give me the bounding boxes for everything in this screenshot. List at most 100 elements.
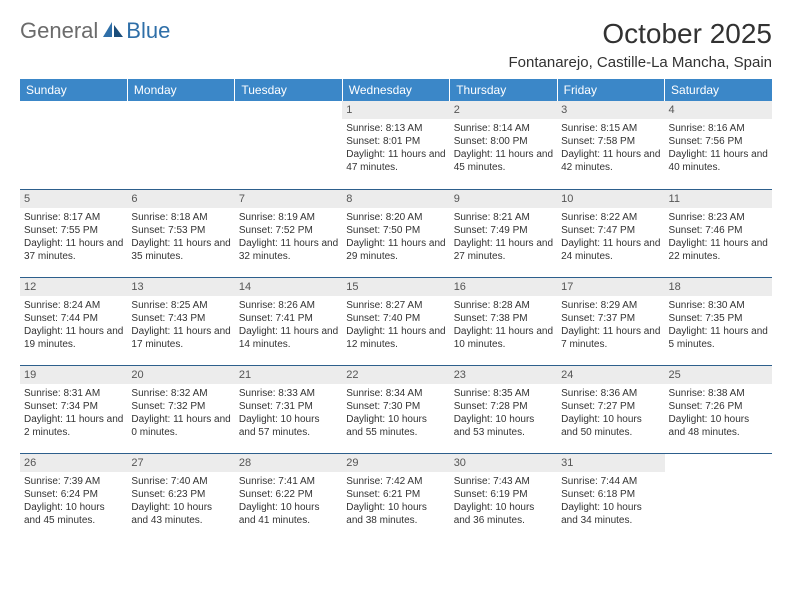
week-row: 26Sunrise: 7:39 AMSunset: 6:24 PMDayligh… [20, 453, 772, 541]
sunrise-text: Sunrise: 8:29 AM [561, 299, 660, 312]
sunrise-text: Sunrise: 8:15 AM [561, 122, 660, 135]
col-header: Saturday [665, 79, 772, 101]
daylight-text: Daylight: 10 hours and 55 minutes. [346, 413, 445, 439]
sunset-text: Sunset: 8:01 PM [346, 135, 445, 148]
daylight-text: Daylight: 11 hours and 22 minutes. [669, 237, 768, 263]
day-cell [665, 453, 772, 541]
day-cell: 19Sunrise: 8:31 AMSunset: 7:34 PMDayligh… [20, 365, 127, 453]
sunrise-text: Sunrise: 7:44 AM [561, 475, 660, 488]
day-cell: 6Sunrise: 8:18 AMSunset: 7:53 PMDaylight… [127, 189, 234, 277]
week-row: 1Sunrise: 8:13 AMSunset: 8:01 PMDaylight… [20, 101, 772, 189]
day-number: 19 [20, 366, 127, 384]
daylight-text: Daylight: 10 hours and 36 minutes. [454, 501, 553, 527]
location-subtitle: Fontanarejo, Castille-La Mancha, Spain [509, 54, 772, 71]
daylight-text: Daylight: 11 hours and 0 minutes. [131, 413, 230, 439]
daylight-text: Daylight: 10 hours and 53 minutes. [454, 413, 553, 439]
sunset-text: Sunset: 7:32 PM [131, 400, 230, 413]
day-number: 13 [127, 278, 234, 296]
daylight-text: Daylight: 10 hours and 38 minutes. [346, 501, 445, 527]
sunset-text: Sunset: 6:19 PM [454, 488, 553, 501]
sunset-text: Sunset: 7:40 PM [346, 312, 445, 325]
day-number: 15 [342, 278, 449, 296]
daylight-text: Daylight: 11 hours and 10 minutes. [454, 325, 553, 351]
day-cell [235, 101, 342, 189]
sunset-text: Sunset: 7:38 PM [454, 312, 553, 325]
day-number: 21 [235, 366, 342, 384]
day-number: 11 [665, 190, 772, 208]
sunset-text: Sunset: 7:30 PM [346, 400, 445, 413]
sunrise-text: Sunrise: 8:32 AM [131, 387, 230, 400]
day-cell: 13Sunrise: 8:25 AMSunset: 7:43 PMDayligh… [127, 277, 234, 365]
day-header-row: Sunday Monday Tuesday Wednesday Thursday… [20, 79, 772, 101]
week-row: 5Sunrise: 8:17 AMSunset: 7:55 PMDaylight… [20, 189, 772, 277]
day-cell: 2Sunrise: 8:14 AMSunset: 8:00 PMDaylight… [450, 101, 557, 189]
day-cell: 29 Sunrise: 7:42 AMSunset: 6:21 PMDayligh… [342, 453, 449, 541]
day-cell: 17Sunrise: 8:29 AMSunset: 7:37 PMDayligh… [557, 277, 664, 365]
day-number: 25 [665, 366, 772, 384]
sunrise-text: Sunrise: 7:40 AM [131, 475, 230, 488]
day-cell: 1Sunrise: 8:13 AMSunset: 8:01 PMDaylight… [342, 101, 449, 189]
sunset-text: Sunset: 7:41 PM [239, 312, 338, 325]
day-number: 29 [342, 454, 449, 472]
day-number: 7 [235, 190, 342, 208]
day-number: 3 [557, 101, 664, 119]
daylight-text: Daylight: 11 hours and 27 minutes. [454, 237, 553, 263]
sunset-text: Sunset: 7:52 PM [239, 224, 338, 237]
day-number: 1 [342, 101, 449, 119]
sunrise-text: Sunrise: 7:43 AM [454, 475, 553, 488]
col-header: Friday [557, 79, 664, 101]
sunrise-text: Sunrise: 7:41 AM [239, 475, 338, 488]
daylight-text: Daylight: 11 hours and 37 minutes. [24, 237, 123, 263]
day-cell: 16Sunrise: 8:28 AMSunset: 7:38 PMDayligh… [450, 277, 557, 365]
sunrise-text: Sunrise: 7:42 AM [346, 475, 445, 488]
sunrise-text: Sunrise: 8:22 AM [561, 211, 660, 224]
page-title: October 2025 [509, 18, 772, 50]
sunrise-text: Sunrise: 8:18 AM [131, 211, 230, 224]
sunset-text: Sunset: 7:55 PM [24, 224, 123, 237]
daylight-text: Daylight: 10 hours and 48 minutes. [669, 413, 768, 439]
sunset-text: Sunset: 8:00 PM [454, 135, 553, 148]
day-cell: 9Sunrise: 8:21 AMSunset: 7:49 PMDaylight… [450, 189, 557, 277]
sunrise-text: Sunrise: 8:30 AM [669, 299, 768, 312]
sunset-text: Sunset: 6:24 PM [24, 488, 123, 501]
day-cell: 15Sunrise: 8:27 AMSunset: 7:40 PMDayligh… [342, 277, 449, 365]
sunrise-text: Sunrise: 8:23 AM [669, 211, 768, 224]
day-number: 10 [557, 190, 664, 208]
day-number: 26 [20, 454, 127, 472]
sunrise-text: Sunrise: 8:16 AM [669, 122, 768, 135]
day-cell: 7Sunrise: 8:19 AMSunset: 7:52 PMDaylight… [235, 189, 342, 277]
day-cell: 23Sunrise: 8:35 AMSunset: 7:28 PMDayligh… [450, 365, 557, 453]
daylight-text: Daylight: 11 hours and 2 minutes. [24, 413, 123, 439]
sunset-text: Sunset: 7:56 PM [669, 135, 768, 148]
title-block: October 2025 Fontanarejo, Castille-La Ma… [509, 18, 772, 71]
sunrise-text: Sunrise: 8:33 AM [239, 387, 338, 400]
day-cell: 28Sunrise: 7:41 AMSunset: 6:22 PMDayligh… [235, 453, 342, 541]
daylight-text: Daylight: 11 hours and 14 minutes. [239, 325, 338, 351]
day-number: 31 [557, 454, 664, 472]
col-header: Tuesday [235, 79, 342, 101]
sunset-text: Sunset: 6:21 PM [346, 488, 445, 501]
logo-sail-icon [102, 21, 124, 39]
sunrise-text: Sunrise: 8:35 AM [454, 387, 553, 400]
day-cell: 8Sunrise: 8:20 AMSunset: 7:50 PMDaylight… [342, 189, 449, 277]
sunset-text: Sunset: 7:43 PM [131, 312, 230, 325]
daylight-text: Daylight: 10 hours and 34 minutes. [561, 501, 660, 527]
day-number: 18 [665, 278, 772, 296]
day-cell: 31 Sunrise: 7:44 AMSunset: 6:18 PMDayligh… [557, 453, 664, 541]
day-cell: 18Sunrise: 8:30 AMSunset: 7:35 PMDayligh… [665, 277, 772, 365]
day-cell: 10Sunrise: 8:22 AMSunset: 7:47 PMDayligh… [557, 189, 664, 277]
sunset-text: Sunset: 7:44 PM [24, 312, 123, 325]
daylight-text: Daylight: 11 hours and 24 minutes. [561, 237, 660, 263]
day-cell [127, 101, 234, 189]
day-number: 28 [235, 454, 342, 472]
daylight-text: Daylight: 10 hours and 41 minutes. [239, 501, 338, 527]
sunrise-text: Sunrise: 8:31 AM [24, 387, 123, 400]
day-cell: 4Sunrise: 8:16 AMSunset: 7:56 PMDaylight… [665, 101, 772, 189]
daylight-text: Daylight: 11 hours and 7 minutes. [561, 325, 660, 351]
day-cell: 30Sunrise: 7:43 AMSunset: 6:19 PMDayligh… [450, 453, 557, 541]
day-number: 6 [127, 190, 234, 208]
sunset-text: Sunset: 6:18 PM [561, 488, 660, 501]
day-cell: 27Sunrise: 7:40 AMSunset: 6:23 PMDayligh… [127, 453, 234, 541]
logo-text-general: General [20, 18, 98, 44]
daylight-text: Daylight: 10 hours and 45 minutes. [24, 501, 123, 527]
